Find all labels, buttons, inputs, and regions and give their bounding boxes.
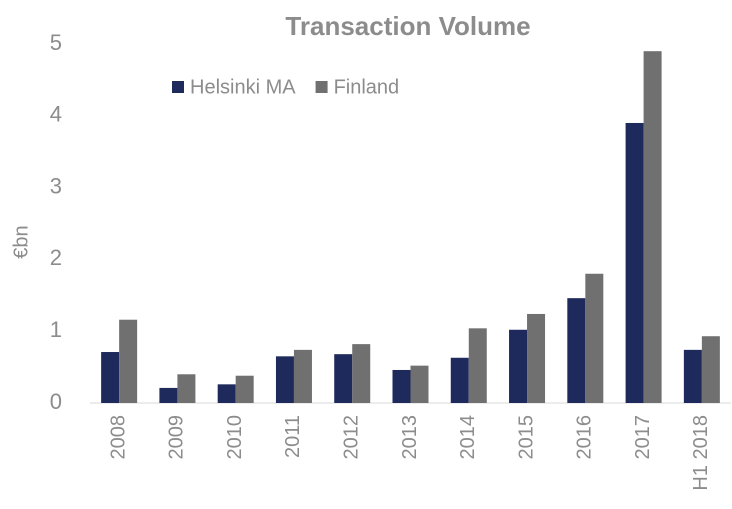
x-tick-label: 2016	[574, 415, 596, 460]
legend-label: Finland	[334, 76, 400, 98]
bar	[527, 313, 546, 403]
bar	[392, 369, 411, 403]
y-tick-label: 5	[50, 30, 62, 55]
bar	[235, 375, 254, 403]
bar	[217, 384, 236, 403]
y-tick-label: 0	[50, 389, 62, 414]
x-tick-label: 2009	[166, 415, 188, 460]
y-tick-label: 2	[50, 245, 62, 270]
bar	[119, 319, 138, 403]
x-tick-label: 2013	[399, 415, 421, 460]
x-tick-label: 2015	[515, 415, 537, 460]
bar	[352, 344, 371, 403]
bar	[101, 352, 120, 403]
legend-label: Helsinki MA	[190, 76, 296, 98]
bar	[701, 336, 720, 403]
chart-title: Transaction Volume	[285, 11, 530, 41]
bar	[410, 365, 429, 403]
bar	[293, 349, 312, 403]
x-tick-label: 2011	[282, 415, 304, 458]
y-tick-label: 4	[50, 102, 62, 127]
bar	[177, 374, 196, 403]
x-tick-label: H1 2018	[690, 415, 712, 491]
x-tick-label: 2017	[632, 415, 654, 460]
y-tick-label: 3	[50, 173, 62, 198]
bar	[468, 328, 487, 403]
bar	[334, 354, 353, 403]
bar	[643, 51, 662, 404]
x-tick-label: 2012	[341, 415, 363, 460]
bar	[585, 273, 604, 403]
bar	[275, 356, 294, 403]
y-axis-title: €bn	[10, 225, 32, 258]
x-tick-label: 2010	[224, 415, 246, 460]
bar	[625, 122, 644, 403]
bar	[450, 357, 469, 403]
x-tick-label: 2014	[457, 415, 479, 460]
legend-swatch	[172, 81, 184, 93]
bar	[159, 387, 178, 403]
x-tick-label: 2008	[107, 415, 129, 460]
bar	[683, 349, 702, 403]
bar	[509, 329, 528, 403]
bar	[567, 298, 586, 403]
y-tick-label: 1	[50, 317, 62, 342]
legend-swatch	[315, 81, 328, 93]
